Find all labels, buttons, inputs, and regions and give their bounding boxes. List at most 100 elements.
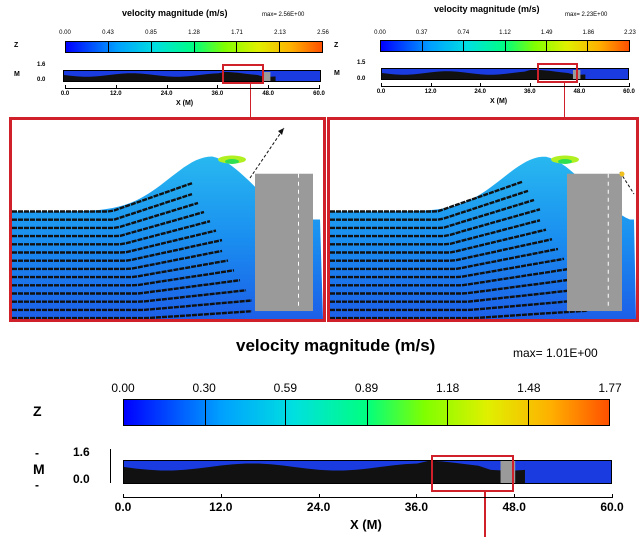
top-left-title: velocity magnitude (m/s): [122, 8, 228, 18]
bottom-colorbar-ticklabels: 0.00 0.30 0.59 0.89 1.18 1.48 1.77: [111, 381, 621, 395]
bottom-colorbar-tick-0: 0.00: [111, 381, 135, 395]
bottom-xtick-0: 0.0: [114, 500, 132, 514]
domain-vector-band: [64, 71, 320, 81]
top-right-x-label: X (M): [490, 98, 508, 105]
structure-block: [255, 173, 313, 312]
top-left-xtick-0: 0.0: [60, 91, 70, 97]
bottom-xtick-mark-3: [416, 494, 418, 498]
bottom-colorbar-tick-6: 1.77: [598, 381, 622, 395]
bottom-title: velocity magnitude (m/s): [236, 336, 436, 355]
top-right-xtick-4: 48.0: [573, 89, 586, 95]
top-right-xtick-3: 36.0: [523, 89, 536, 95]
bottom-x-ticklabels: 0.0 12.0 24.0 36.0 48.0 60.0: [115, 494, 624, 514]
top-left-colorbar-tick-2: 0.85: [145, 30, 157, 36]
bottom-ytick-bottom: 0.0: [73, 472, 90, 486]
top-left-xtick-2: 24.0: [160, 91, 173, 97]
velocity-vector-row: [330, 257, 565, 279]
bottom-xtick-3: 36.0: [404, 500, 429, 514]
bottom-xtick-4: 48.0: [502, 500, 526, 514]
bottom-colorbar-tick-3: 0.89: [354, 381, 379, 395]
velocity-vector-row: [12, 182, 193, 213]
velocity-vector-row: [330, 299, 583, 312]
bottom-xtick-mark-1: [220, 494, 222, 498]
open-water: [524, 461, 611, 483]
top-right-x-axis: [381, 86, 629, 87]
top-right-xtick-mark-5: [629, 83, 630, 87]
velocity-vector-row: [330, 247, 559, 271]
zoom-panel-left: [9, 117, 326, 322]
top-right-zoom-box: [537, 63, 578, 83]
top-left-xtick-5: 60.0: [313, 91, 325, 97]
top-left-xtick-mark-3: [217, 85, 219, 89]
top-right-xtick-2: 24.0: [474, 89, 487, 95]
velocity-vector-row: [330, 189, 529, 221]
bottom-ytick-top: 1.6: [73, 445, 90, 459]
splash-droplet: [619, 171, 625, 177]
top-left-x-axis: [65, 88, 319, 89]
bottom-dash-top: -: [35, 446, 39, 460]
domain-vector-band: [124, 461, 611, 483]
top-right-colorbar-tick-4: 1.49: [540, 30, 553, 36]
velocity-vector-row: [330, 198, 535, 230]
top-left-xtick-4: 48.0: [262, 91, 275, 97]
bottom-zoom-box: [431, 455, 514, 492]
top-right-title: velocity magnitude (m/s): [434, 4, 540, 14]
structure-block: [500, 461, 516, 483]
top-left-colorbar-tick-6: 2.56: [317, 30, 329, 36]
top-right-z-label: Z: [334, 42, 339, 49]
bottom-colorbar-tick-2: 0.59: [273, 381, 298, 395]
top-left-domain: [63, 70, 321, 82]
velocity-vector-row: [330, 288, 577, 303]
open-water: [275, 72, 320, 81]
velocity-vector-row: [12, 269, 235, 287]
top-right-ytick-bottom: 0.0: [357, 76, 366, 82]
top-left-colorbar-tick-1: 0.43: [102, 30, 114, 36]
velocity-vector-row: [12, 310, 253, 319]
bottom-xtick-5: 60.0: [600, 500, 624, 514]
velocity-vector-row: [330, 180, 523, 213]
bottom-xtick-mark-5: [612, 494, 613, 498]
top-left-colorbar-ticklabels: 0.00 0.43 0.85 1.28 1.71 2.13 2.56: [59, 30, 329, 40]
top-left-ytick-top: 1.6: [37, 62, 46, 68]
velocity-vector-row: [330, 309, 589, 319]
bottom-colorbar-tick-5: 1.48: [517, 381, 541, 395]
velocity-vector-row: [12, 210, 205, 238]
bottom-x-axis: [123, 497, 612, 498]
top-right-x-ticklabels: 0.0 12.0 24.0 36.0 48.0 60.0: [377, 83, 635, 99]
top-right-colorbar-tick-3: 1.12: [499, 30, 511, 36]
bottom-domain: [123, 460, 612, 484]
top-right-colorbar-tick-0: 0.00: [374, 30, 386, 36]
bottom-colorbar-tick-4: 1.18: [435, 381, 460, 395]
top-right-colorbar-ticklabels: 0.00 0.37 0.74 1.12 1.49 1.86 2.23: [374, 30, 636, 40]
structure-block: [262, 72, 271, 81]
top-left-xtick-mark-5: [319, 85, 320, 89]
velocity-vector-row: [12, 279, 241, 295]
bottom-y-axis: [110, 449, 111, 483]
bottom-colorbar-tick-1: 0.30: [192, 381, 216, 395]
top-left-zoom-connector: [250, 84, 251, 118]
open-water: [585, 70, 628, 79]
top-right-xtick-0: 0.0: [376, 89, 386, 95]
top-right-colorbar-tick-5: 1.86: [582, 30, 595, 36]
wave-crest-core: [558, 159, 572, 165]
zoom-panel-right: [327, 117, 639, 322]
bottom-colorbar: [123, 399, 610, 426]
top-left-xtick-mark-2: [166, 85, 168, 89]
top-left-ytick-bottom: 0.0: [37, 77, 46, 83]
bottom-x-label: X (M): [350, 517, 382, 532]
top-left-x-ticklabels: 0.0 12.0 24.0 36.0 48.0 60.0: [61, 85, 325, 101]
structure-block: [567, 173, 622, 312]
top-right-colorbar-tick-1: 0.37: [415, 30, 428, 36]
top-right-xtick-5: 60.0: [623, 89, 635, 95]
top-left-xtick-mark-1: [115, 85, 117, 89]
bottom-z-label: Z: [33, 403, 42, 419]
velocity-vector-row: [12, 192, 193, 221]
bottom-xtick-mark-0: [123, 494, 124, 498]
velocity-vector-row: [330, 228, 547, 254]
top-left-zoom-box: [222, 64, 264, 84]
top-right-xtick-1: 12.0: [424, 89, 437, 95]
splash-vector-head: [278, 128, 284, 135]
top-right-m-label: M: [334, 70, 340, 77]
bottom-xtick-1: 12.0: [209, 500, 233, 514]
bottom-xtick-mark-4: [514, 494, 516, 498]
